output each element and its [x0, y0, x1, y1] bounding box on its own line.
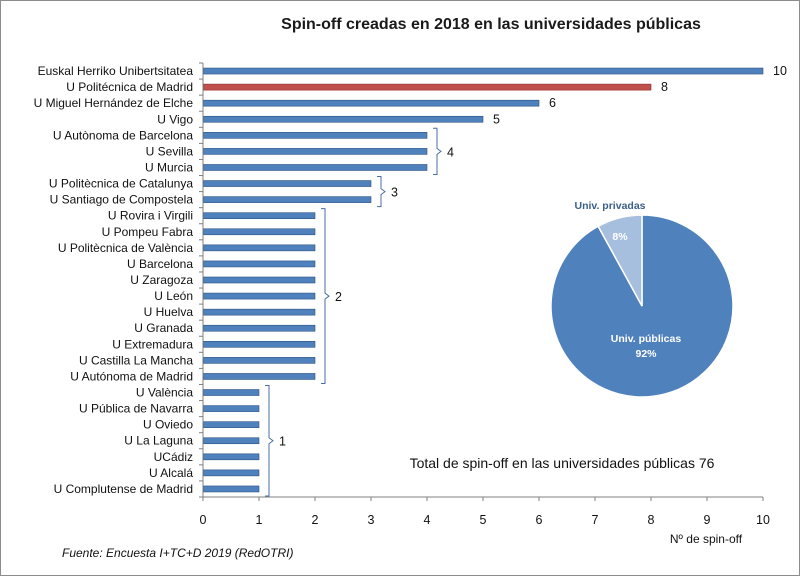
- bar: [203, 292, 316, 300]
- bar: [203, 212, 316, 220]
- bar: [203, 148, 428, 155]
- category-label: UCádiz: [154, 450, 193, 464]
- bar: [203, 260, 316, 268]
- group-value-label: 1: [279, 435, 286, 449]
- group-value-label: 2: [335, 290, 342, 304]
- pie-label-publicas-name: Univ. públicas: [611, 333, 682, 345]
- x-tick-label: 0: [200, 513, 207, 527]
- source-note: Fuente: Encuesta I+TC+D 2019 (RedOTRI): [62, 546, 293, 560]
- x-tick-label: 9: [704, 513, 711, 527]
- value-label: 6: [549, 96, 556, 110]
- category-label: U Huelva: [144, 305, 194, 319]
- value-labels: 10 8 6 5: [493, 64, 787, 126]
- bar: [203, 389, 260, 396]
- category-label: U Autònoma de Barcelona: [53, 128, 193, 142]
- bar: [203, 228, 316, 236]
- bar: [203, 373, 316, 380]
- x-tick-labels: 0 1 2 3 4 5 6 7 8 9 10: [200, 513, 770, 527]
- bars: [203, 67, 764, 493]
- bar: [203, 437, 260, 445]
- category-label: U Autónoma de Madrid: [70, 369, 193, 383]
- bar: [203, 164, 428, 171]
- bar: [203, 469, 260, 477]
- category-label: Euskal Herriko Unibertsitatea: [38, 64, 194, 78]
- axes: [199, 62, 764, 501]
- x-tick-label: 2: [312, 513, 319, 527]
- bar: [203, 324, 316, 332]
- x-tick-label: 3: [368, 513, 375, 527]
- bar: [203, 340, 316, 348]
- category-label: U Politècnica de València: [58, 241, 194, 255]
- value-label: 10: [773, 64, 787, 78]
- category-label: U Politécnica de Madrid: [66, 80, 193, 94]
- pie-slice-privadas: [597, 214, 643, 307]
- chart-title: Spin-off creadas en 2018 en las universi…: [281, 16, 701, 33]
- bar: [203, 180, 372, 187]
- category-label: U Pública de Navarra: [79, 402, 193, 416]
- inset-pie-chart: Univ. públicas 92% Univ. privadas 8%: [550, 200, 734, 398]
- bar: [203, 115, 484, 123]
- value-label: 8: [661, 80, 668, 94]
- bar: [203, 67, 764, 75]
- bar: [203, 405, 260, 412]
- x-tick-label: 6: [536, 513, 543, 527]
- category-label: U Castilla La Mancha: [79, 353, 193, 367]
- category-label: U Extremadura: [112, 337, 193, 351]
- x-tick-label: 4: [424, 513, 431, 527]
- group-bracket: [433, 127, 442, 176]
- x-tick-label: 8: [648, 513, 655, 527]
- category-label: U Sevilla: [146, 144, 194, 158]
- group-value-label: 3: [391, 186, 398, 200]
- bar: [203, 244, 316, 252]
- category-label: U Zaragoza: [130, 273, 193, 287]
- group-brackets: 4 3 2 1: [265, 127, 454, 497]
- pie-label-privadas-name: Univ. privadas: [575, 200, 646, 212]
- category-label: U Oviedo: [143, 418, 193, 432]
- category-labels: Euskal Herriko Unibertsitatea U Politécni…: [34, 64, 194, 496]
- category-label: U València: [136, 386, 193, 400]
- value-label: 5: [493, 112, 500, 126]
- x-axis-label: Nº de spin-off: [670, 532, 743, 546]
- category-label: U Murcia: [145, 160, 193, 174]
- category-label: U Alcalá: [149, 466, 193, 480]
- bar: [203, 485, 260, 493]
- category-label: U Santiago de Compostela: [50, 193, 194, 207]
- category-label: U León: [154, 289, 193, 303]
- category-label: U Complutense de Madrid: [54, 482, 193, 496]
- category-label: U Miguel Hernández de Elche: [34, 96, 194, 110]
- bar: [203, 99, 540, 107]
- group-value-label: 4: [447, 145, 454, 159]
- bar: [203, 276, 316, 284]
- group-bracket: [321, 208, 330, 384]
- bar: [203, 132, 428, 139]
- pie-label-publicas-pct: 92%: [635, 348, 657, 360]
- category-label: U Barcelona: [127, 257, 193, 271]
- bar: [203, 196, 372, 203]
- x-tick-label: 5: [480, 513, 487, 527]
- category-label: U Granada: [134, 321, 193, 335]
- group-bracket: [265, 384, 274, 497]
- category-label: U Rovira i Virgili: [108, 209, 193, 223]
- pie-label-privadas-pct: 8%: [612, 231, 628, 243]
- x-tick-label: 10: [756, 513, 770, 527]
- category-label: U Politècnica de Catalunya: [49, 177, 193, 191]
- bar: [203, 83, 652, 91]
- category-label: U Vigo: [157, 112, 193, 126]
- bar: [203, 357, 316, 364]
- category-label: U La Laguna: [124, 434, 193, 448]
- bar: [203, 453, 260, 461]
- x-tick-label: 7: [592, 513, 599, 527]
- category-label: U Pompeu Fabra: [102, 225, 194, 239]
- bar: [203, 308, 316, 316]
- group-bracket: [377, 176, 386, 208]
- bar: [203, 421, 260, 428]
- total-annotation: Total de spin-off en las universidades p…: [410, 455, 715, 471]
- x-tick-label: 1: [256, 513, 263, 527]
